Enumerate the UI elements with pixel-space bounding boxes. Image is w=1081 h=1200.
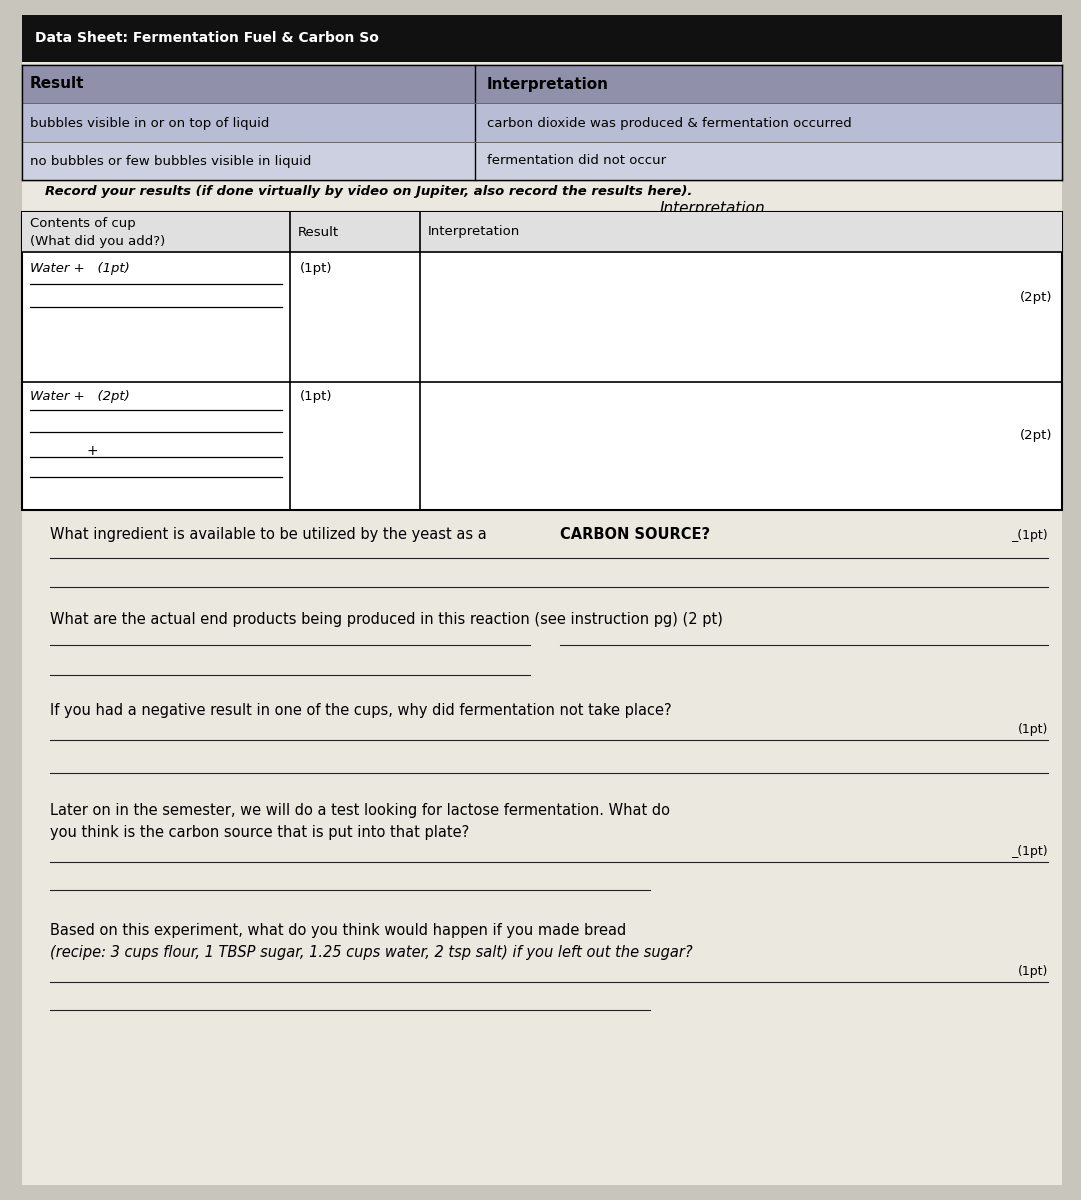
- Text: Later on in the semester, we will do a test looking for lactose fermentation. Wh: Later on in the semester, we will do a t…: [50, 803, 670, 818]
- Text: fermentation did not occur: fermentation did not occur: [488, 155, 666, 168]
- Bar: [22, 14, 1062, 62]
- Text: Contents of cup
(What did you add?): Contents of cup (What did you add?): [30, 216, 165, 247]
- Text: no bubbles or few bubbles visible in liquid: no bubbles or few bubbles visible in liq…: [30, 155, 311, 168]
- Bar: [22, 103, 1062, 142]
- Bar: [22, 65, 1062, 103]
- Text: +: +: [86, 444, 98, 458]
- Text: TAKE A PHOTO of each cup before you clean up!: TAKE A PHOTO of each cup before you clea…: [301, 76, 829, 95]
- Text: (2pt): (2pt): [1019, 430, 1052, 443]
- Bar: [22, 65, 1062, 180]
- Text: _(1pt): _(1pt): [1012, 845, 1047, 858]
- Text: (1pt): (1pt): [301, 390, 333, 403]
- Text: Interpretation: Interpretation: [488, 77, 609, 91]
- Text: you think is the carbon source that is put into that plate?: you think is the carbon source that is p…: [50, 826, 469, 840]
- Text: Water +   (1pt): Water + (1pt): [30, 262, 130, 275]
- Text: If you had a negative result in one of the cups, why did fermentation not take p: If you had a negative result in one of t…: [50, 703, 671, 718]
- Text: (1pt): (1pt): [1017, 722, 1047, 736]
- Bar: [22, 212, 1062, 510]
- Text: bubbles visible in or on top of liquid: bubbles visible in or on top of liquid: [30, 116, 269, 130]
- Text: (recipe: 3 cups flour, 1 TBSP sugar, 1.25 cups water, 2 tsp salt) if you left ou: (recipe: 3 cups flour, 1 TBSP sugar, 1.2…: [50, 946, 693, 960]
- Text: (1pt): (1pt): [301, 262, 333, 275]
- Text: Interpretation: Interpretation: [428, 226, 520, 239]
- Text: Data Sheet: Fermentation Fuel & Carbon So: Data Sheet: Fermentation Fuel & Carbon S…: [35, 31, 378, 44]
- Bar: [22, 212, 1062, 252]
- Text: Record your results (if done virtually by video on Jupiter, also record the resu: Record your results (if done virtually b…: [45, 186, 692, 198]
- Text: Based on this experiment, what do you think would happen if you made bread: Based on this experiment, what do you th…: [50, 923, 626, 938]
- Text: Water +   (2pt): Water + (2pt): [30, 390, 130, 403]
- Text: Interpretation: Interpretation: [660, 200, 765, 216]
- Text: carbon dioxide was produced & fermentation occurred: carbon dioxide was produced & fermentati…: [488, 116, 852, 130]
- Text: What are the actual end products being produced in this reaction (see instructio: What are the actual end products being p…: [50, 612, 723, 626]
- Text: (1pt): (1pt): [1017, 965, 1047, 978]
- Text: What ingredient is available to be utilized by the yeast as a: What ingredient is available to be utili…: [50, 527, 492, 542]
- Text: _(1pt): _(1pt): [1012, 529, 1047, 542]
- Bar: [22, 142, 1062, 180]
- Text: Result: Result: [298, 226, 339, 239]
- Text: Result: Result: [30, 77, 84, 91]
- Text: (2pt): (2pt): [1019, 290, 1052, 304]
- Text: CARBON SOURCE?: CARBON SOURCE?: [560, 527, 710, 542]
